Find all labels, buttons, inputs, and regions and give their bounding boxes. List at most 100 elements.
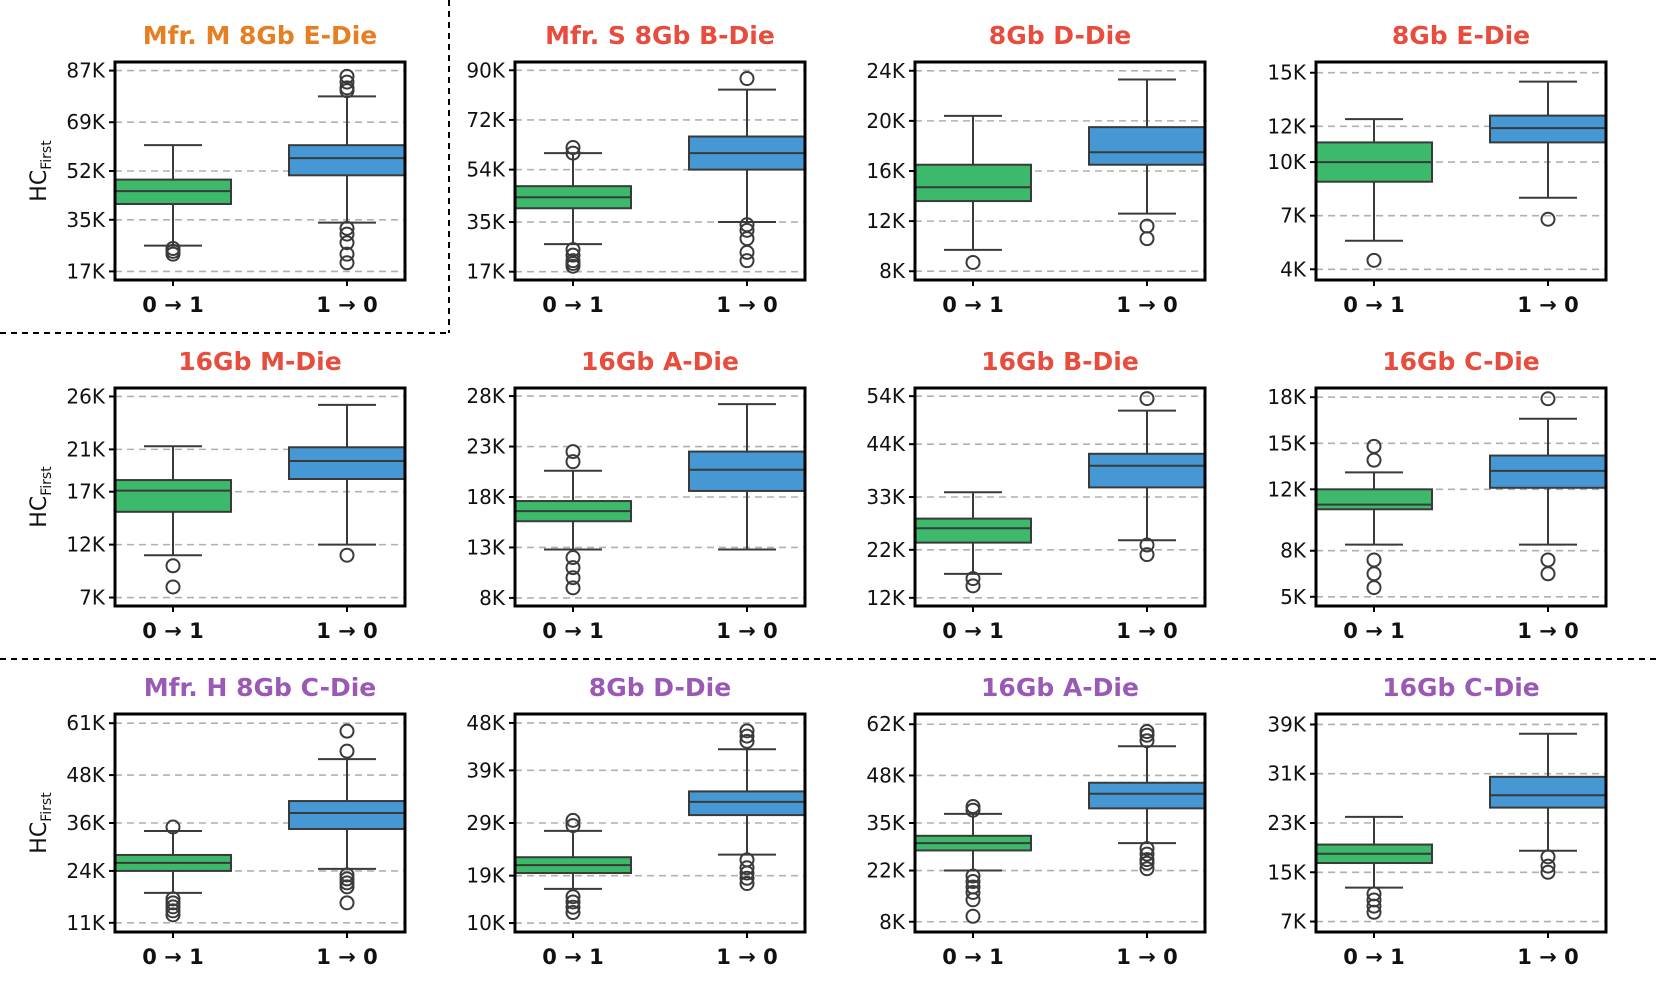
- outlier-point: [739, 71, 755, 87]
- y-tick-label: 12K: [1267, 114, 1306, 138]
- outlier-point: [565, 894, 581, 910]
- y-axis-label-main: HC: [27, 170, 52, 202]
- y-tick-label: 19K: [466, 864, 505, 888]
- outlier-point: [739, 728, 755, 744]
- outlier-point: [565, 889, 581, 905]
- box-iqr: [288, 446, 406, 481]
- outlier-point: [565, 899, 581, 915]
- y-tick-label: 22K: [866, 859, 905, 883]
- y-tick-label: 39K: [1267, 712, 1306, 736]
- axes-frame: [113, 386, 407, 608]
- y-tick-label: 33K: [866, 485, 905, 509]
- panel-title: Mfr. H 8Gb C-Die: [144, 673, 376, 702]
- outlier-point: [1139, 841, 1155, 857]
- axes-frame: [1314, 386, 1608, 608]
- x-category-label: 1 → 0: [716, 619, 777, 643]
- axes-frame: [113, 60, 407, 282]
- panel: Mfr. S 8Gb B-Die 17K 35K 54K 72K 90K 0 → 1 1 → …: [466, 21, 807, 317]
- outlier-point: [565, 140, 581, 156]
- y-axis-label-subscript: First: [39, 466, 55, 496]
- y-tick-label: 10K: [466, 911, 505, 935]
- box-iqr: [1088, 452, 1206, 489]
- outlier-point: [565, 454, 581, 470]
- y-axis-label: HCFirst: [27, 466, 55, 528]
- panel: 16Gb A-Die 8K 13K 18K 23K 28K 0 → 1 1 → 0: [466, 347, 807, 643]
- outlier-point: [965, 868, 981, 884]
- x-category-label: 0 → 1: [942, 945, 1003, 969]
- panel-title: 16Gb A-Die: [581, 347, 739, 376]
- y-tick-label: 18K: [466, 485, 505, 509]
- outlier-point: [165, 899, 181, 915]
- y-tick-label: 54K: [466, 158, 505, 182]
- outlier-point: [1366, 252, 1382, 268]
- y-tick-label: 10K: [1267, 150, 1306, 174]
- outlier-point: [565, 247, 581, 263]
- y-tick-label: 23K: [1267, 811, 1306, 835]
- outlier-point: [565, 444, 581, 460]
- axes-frame: [913, 712, 1207, 934]
- outlier-point: [1540, 849, 1556, 865]
- outlier-point: [165, 819, 181, 835]
- x-category-label: 0 → 1: [142, 945, 203, 969]
- outlier-point: [1139, 547, 1155, 563]
- panels-group: Mfr. M 8Gb E-Die 17K 35K 52K 69K 87K 0 → 1 1 → …: [27, 21, 1608, 969]
- outlier-point: [739, 870, 755, 886]
- panel: Mfr. H 8Gb C-Die 11K 24K 36K 48K 61K 0 → 1 1 → …: [27, 673, 407, 969]
- outlier-point: [965, 571, 981, 587]
- box-iqr: [114, 479, 232, 513]
- y-tick-label: 15K: [1267, 860, 1306, 884]
- panel: 16Gb C-Die 7K 15K 23K 31K 39K 0 → 1 1 → 0: [1267, 673, 1608, 969]
- outlier-point: [339, 867, 355, 883]
- outlier-point: [565, 242, 581, 258]
- y-tick-label: 28K: [466, 384, 505, 408]
- y-tick-label: 35K: [66, 208, 105, 232]
- x-category-label: 1 → 0: [1116, 945, 1177, 969]
- axes-frame: [1314, 60, 1608, 282]
- y-tick-label: 15K: [1267, 61, 1306, 85]
- panel: 8Gb E-Die 4K 7K 10K 12K 15K 0 → 1 1 → 0: [1267, 21, 1608, 317]
- y-tick-label: 11K: [66, 911, 105, 935]
- outlier-point: [565, 560, 581, 576]
- axes-frame: [913, 386, 1207, 608]
- outlier-point: [565, 570, 581, 586]
- y-tick-label: 26K: [66, 384, 105, 408]
- y-tick-label: 69K: [66, 110, 105, 134]
- outlier-point: [739, 733, 755, 749]
- y-tick-label: 54K: [866, 384, 905, 408]
- outlier-point: [339, 246, 355, 262]
- x-category-label: 0 → 1: [542, 945, 603, 969]
- axes-frame: [913, 60, 1207, 282]
- y-tick-label: 72K: [466, 108, 505, 132]
- y-tick-label: 22K: [866, 538, 905, 562]
- panel-title: 8Gb D-Die: [989, 21, 1131, 50]
- outlier-point: [1139, 733, 1155, 749]
- x-category-label: 1 → 0: [716, 945, 777, 969]
- panel-title: 16Gb B-Die: [981, 347, 1139, 376]
- y-tick-label: 12K: [66, 533, 105, 557]
- outlier-point: [965, 578, 981, 594]
- outlier-point: [1540, 391, 1556, 407]
- outlier-point: [739, 217, 755, 233]
- y-axis-label-main: HC: [27, 496, 52, 528]
- y-tick-label: 48K: [466, 711, 505, 735]
- outlier-point: [739, 860, 755, 876]
- outlier-point: [339, 871, 355, 887]
- outlier-point: [1366, 566, 1382, 582]
- y-axis-label: HCFirst: [27, 792, 55, 854]
- axes-frame: [1314, 712, 1608, 934]
- x-category-label: 0 → 1: [142, 619, 203, 643]
- y-tick-label: 7K: [79, 586, 106, 610]
- outlier-point: [1139, 537, 1155, 553]
- panel-title: 16Gb C-Die: [1382, 347, 1539, 376]
- y-tick-label: 62K: [866, 712, 905, 736]
- y-tick-label: 17K: [66, 259, 105, 283]
- outlier-point: [1139, 861, 1155, 877]
- outlier-point: [165, 891, 181, 907]
- outlier-point: [1540, 211, 1556, 227]
- outlier-point: [1540, 864, 1556, 880]
- x-category-label: 1 → 0: [316, 619, 377, 643]
- y-tick-label: 44K: [866, 432, 905, 456]
- y-tick-label: 87K: [66, 59, 105, 83]
- outlier-point: [1366, 580, 1382, 596]
- panel-title: 8Gb E-Die: [1392, 21, 1530, 50]
